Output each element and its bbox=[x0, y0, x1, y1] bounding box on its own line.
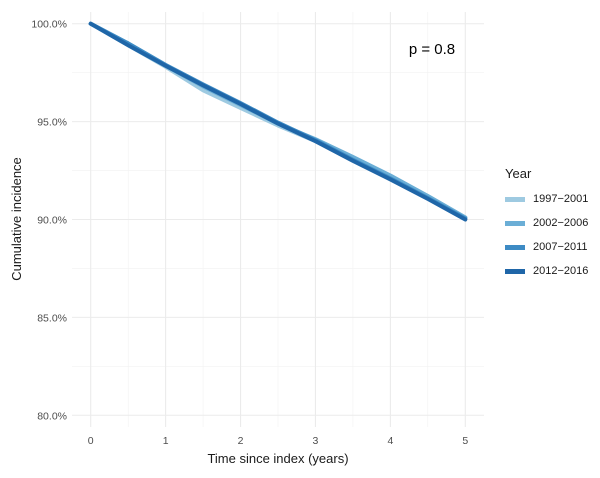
y-tick-label: 85.0% bbox=[37, 312, 67, 324]
legend-item: 2012−2016 bbox=[505, 259, 588, 283]
grid bbox=[72, 12, 484, 427]
legend-key-swatch bbox=[505, 220, 525, 226]
x-tick-label: 2 bbox=[238, 435, 244, 447]
x-tick-label: 1 bbox=[163, 435, 169, 447]
legend-title: Year bbox=[505, 166, 532, 181]
legend-key-swatch bbox=[505, 244, 525, 250]
y-tick-label: 95.0% bbox=[37, 117, 67, 129]
x-tick-label: 3 bbox=[313, 435, 319, 447]
x-axis-label: Time since index (years) bbox=[207, 451, 348, 466]
x-tick-label: 4 bbox=[387, 435, 393, 447]
series-line-2012-2016 bbox=[88, 21, 468, 222]
legend-label: 2012−2016 bbox=[533, 265, 589, 277]
legend: Year 1997−2001 2002−2006 2007−2011 2012−201… bbox=[505, 166, 588, 283]
x-tick-label: 5 bbox=[462, 435, 468, 447]
series-lines bbox=[88, 21, 468, 222]
y-tick-label: 100.0% bbox=[31, 19, 67, 31]
legend-item: 1997−2001 bbox=[505, 187, 588, 211]
y-tick-label: 80.0% bbox=[37, 410, 67, 422]
p-value-annotation: p = 0.8 bbox=[409, 41, 455, 58]
legend-items: 1997−2001 2002−2006 2007−2011 2012−2016 bbox=[505, 187, 588, 283]
x-tick-label: 0 bbox=[88, 435, 94, 447]
legend-label: 1997−2001 bbox=[533, 193, 589, 205]
y-axis-label: Cumulative incidence bbox=[9, 157, 24, 281]
legend-item: 2002−2006 bbox=[505, 211, 588, 235]
legend-key-swatch bbox=[505, 196, 525, 202]
legend-key-swatch bbox=[505, 268, 525, 274]
legend-label: 2002−2006 bbox=[533, 217, 589, 229]
legend-label: 2007−2011 bbox=[533, 241, 588, 253]
tick-labels: 0 1 2 3 4 5 80.0% 85.0% 90.0% 95.0% 100.0% bbox=[31, 19, 468, 447]
legend-item: 2007−2011 bbox=[505, 235, 588, 259]
y-tick-label: 90.0% bbox=[37, 215, 67, 227]
